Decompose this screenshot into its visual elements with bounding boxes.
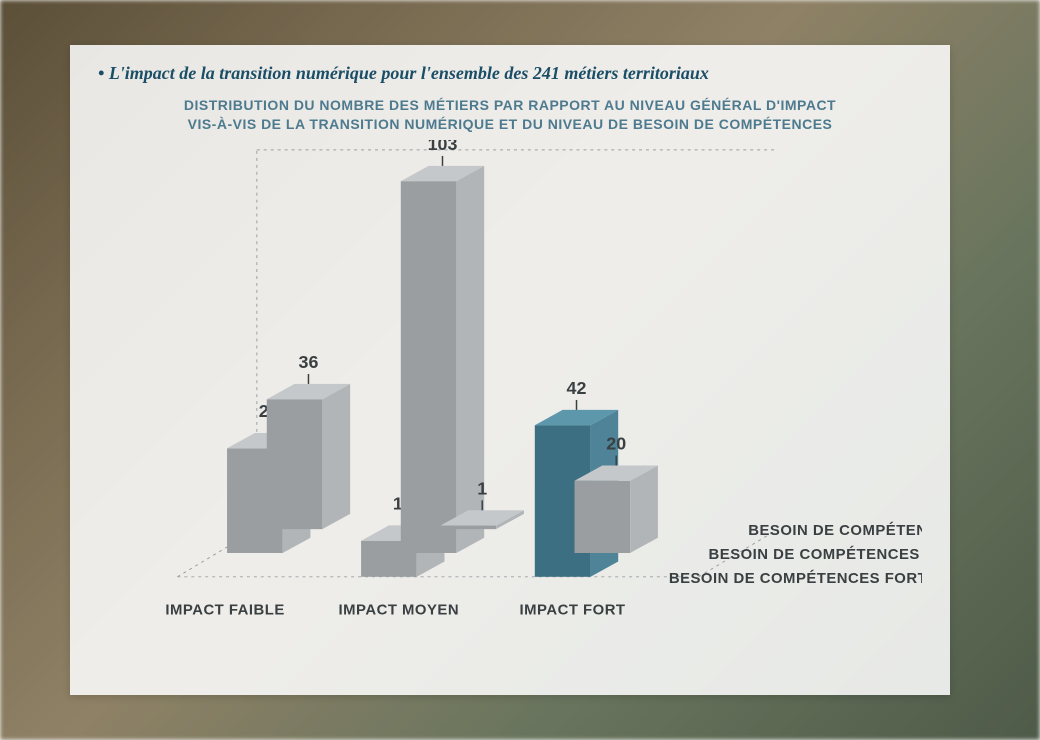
bar-chart-svg: 10422910320361IMPACT FAIBLEIMPACT MOYENI… xyxy=(98,140,922,656)
svg-text:20: 20 xyxy=(606,433,626,453)
chart-area: 10422910320361IMPACT FAIBLEIMPACT MOYENI… xyxy=(98,140,922,660)
chart-panel: L'impact de la transition numérique pour… xyxy=(70,45,950,695)
svg-text:IMPACT MOYEN: IMPACT MOYEN xyxy=(339,602,460,618)
svg-text:BESOIN DE COMPÉTENCES FAIBLE: BESOIN DE COMPÉTENCES FAIBLE xyxy=(748,522,922,539)
svg-text:103: 103 xyxy=(428,140,458,154)
svg-text:BESOIN DE COMPÉTENCES FORT: BESOIN DE COMPÉTENCES FORT xyxy=(669,570,922,587)
subtitle-line-2: VIS-À-VIS DE LA TRANSITION NUMÉRIQUE ET … xyxy=(188,116,833,132)
svg-text:IMPACT FAIBLE: IMPACT FAIBLE xyxy=(165,602,284,618)
chart-subtitle: DISTRIBUTION DU NOMBRE DES MÉTIERS PAR R… xyxy=(98,96,922,134)
svg-text:36: 36 xyxy=(299,352,319,372)
svg-text:42: 42 xyxy=(567,378,587,398)
svg-text:1: 1 xyxy=(477,478,487,498)
svg-text:BESOIN DE COMPÉTENCES MOYEN: BESOIN DE COMPÉTENCES MOYEN xyxy=(709,546,922,563)
subtitle-line-1: DISTRIBUTION DU NOMBRE DES MÉTIERS PAR R… xyxy=(184,97,836,113)
page-title: L'impact de la transition numérique pour… xyxy=(98,63,922,84)
svg-text:IMPACT FORT: IMPACT FORT xyxy=(520,602,626,618)
